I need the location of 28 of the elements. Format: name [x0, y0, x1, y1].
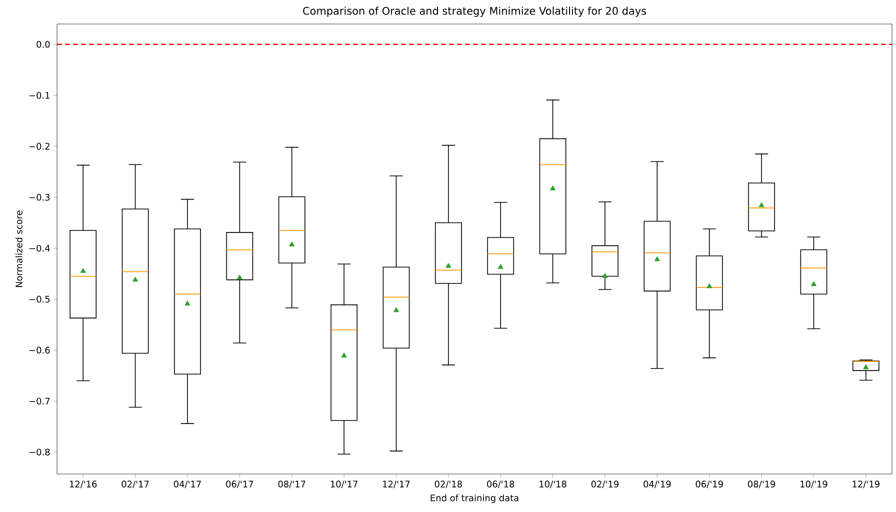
y-tick-label: −0.4 [29, 244, 50, 252]
y-tick-label: 0.0 [36, 40, 50, 48]
x-tick-label: 06/'19 [696, 480, 723, 488]
x-tick-label: 04/'19 [644, 480, 671, 488]
y-tick-label: −0.2 [29, 142, 50, 150]
x-tick-label: 12/'16 [70, 480, 97, 488]
x-tick-label: 02/'17 [122, 480, 149, 488]
x-tick-label: 08/'17 [278, 480, 306, 488]
x-tick-label: 06/'17 [226, 480, 254, 488]
x-tick-label: 02/'19 [591, 480, 618, 488]
y-tick-label: −0.7 [29, 398, 50, 405]
x-tick-label: 08/'19 [748, 480, 776, 488]
x-tick-label: 02/'18 [434, 480, 462, 488]
chart-title: Comparison of Oracle and strategy Minimize Volatility for 20 days [303, 6, 646, 17]
y-tick-label: −0.5 [29, 296, 50, 303]
y-tick-label: −0.6 [29, 346, 50, 354]
y-tick-label: −0.3 [29, 194, 50, 201]
y-axis-title: Normalized score [15, 210, 22, 288]
x-tick-label: 10/'19 [800, 480, 828, 488]
x-tick-label: 06/'18 [487, 480, 514, 488]
x-tick-label: 12/'19 [852, 480, 880, 488]
x-tick-label: 10/'18 [540, 480, 566, 488]
x-tick-label: 04/'17 [174, 480, 201, 488]
y-tick-label: −0.1 [29, 92, 50, 99]
y-tick-label: −0.8 [29, 448, 50, 456]
x-tick-label: 10/'17 [330, 480, 358, 488]
x-axis-title: End of training data [430, 494, 518, 504]
x-tick-label: 12/'17 [383, 480, 410, 488]
